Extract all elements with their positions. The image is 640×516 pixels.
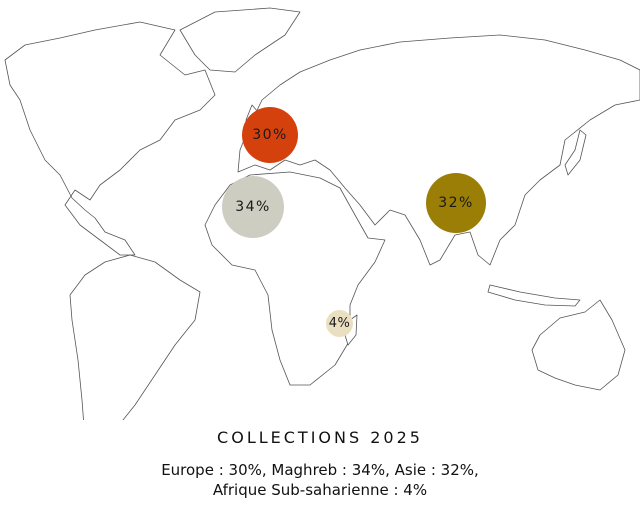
japan: [564, 129, 587, 176]
caption-line-2: Afrique Sub-saharienne : 4%: [212, 481, 428, 499]
bubble-europe: 30%: [242, 107, 298, 163]
indonesia: [487, 284, 581, 307]
south-america: [69, 254, 201, 420]
greenland: [179, 7, 301, 73]
bubble-label: 32%: [438, 195, 474, 211]
caption-line-1: Europe : 30%, Maghreb : 34%, Asie : 32%,: [161, 461, 479, 479]
world-map: [4, 7, 640, 420]
bubble-label: 34%: [235, 199, 271, 215]
bubble-maghreb: 34%: [222, 176, 284, 238]
caption: Europe : 30%, Maghreb : 34%, Asie : 32%,…: [0, 460, 640, 500]
australia: [531, 299, 626, 391]
bubble-label: 30%: [252, 127, 288, 143]
bubble-label: 4%: [328, 316, 351, 331]
chart-title: COLLECTIONS 2025: [217, 428, 423, 447]
bubble-afrique-sub-saharienne: 4%: [326, 310, 353, 337]
eurasia: [237, 34, 640, 266]
north-america: [4, 21, 216, 256]
bubble-asie: 32%: [426, 173, 486, 233]
